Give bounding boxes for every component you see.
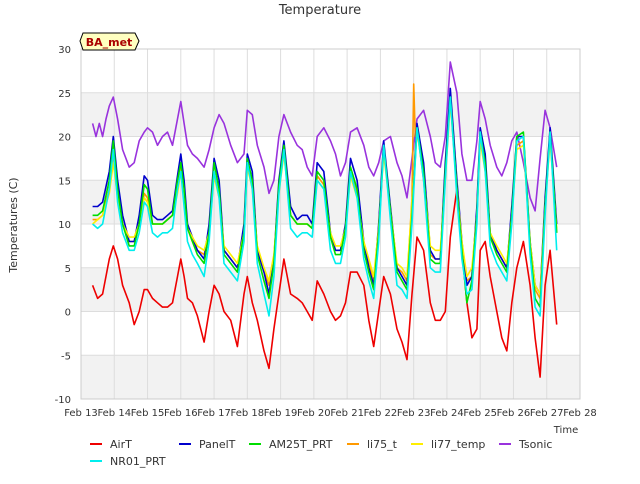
legend-item-tsonic: Tsonic bbox=[499, 438, 552, 451]
plot-band bbox=[81, 267, 580, 312]
site-label: BA_met bbox=[86, 36, 133, 49]
x-axis-ticks: Feb 13 Feb 14 Feb 15 Feb 16 Feb 17 Feb 18 Feb … bbox=[64, 408, 597, 419]
legend-item-airt: AirT bbox=[90, 438, 132, 451]
legend-label: NR01_PRT bbox=[110, 455, 166, 468]
y-tick-label: 15 bbox=[58, 176, 71, 187]
y-tick-label: 25 bbox=[58, 89, 71, 100]
x-tick-label: Feb 19 bbox=[264, 408, 298, 419]
x-tick-label: Feb 24 bbox=[430, 408, 464, 419]
x-axis-label: Time bbox=[553, 425, 578, 436]
y-tick-label: 20 bbox=[58, 133, 71, 144]
x-tick-label: Feb 21 bbox=[330, 408, 364, 419]
plot-band bbox=[81, 180, 580, 224]
plot-band bbox=[81, 136, 580, 181]
x-tick-label: Feb 15 bbox=[131, 408, 165, 419]
y-axis-label: Temperatures (C) bbox=[7, 177, 20, 273]
x-tick-label: Feb 28 bbox=[563, 408, 597, 419]
legend-item-panelt: PanelT bbox=[179, 438, 236, 451]
chart-title: Temperature bbox=[278, 3, 361, 18]
legend: AirT PanelT AM25T_PRT li75_t li77_temp Tsonic… bbox=[90, 438, 552, 468]
y-tick-label: -10 bbox=[55, 395, 71, 406]
legend-label: AirT bbox=[110, 438, 132, 451]
legend-label: li75_t bbox=[367, 438, 398, 451]
legend-label: Tsonic bbox=[518, 438, 552, 451]
series-line-nr01-prt bbox=[92, 96, 558, 317]
legend-item-li75-t: li75_t bbox=[347, 438, 398, 451]
x-tick-label: Feb 26 bbox=[497, 408, 531, 419]
legend-item-nr01-prt: NR01_PRT bbox=[90, 455, 166, 468]
series-layer bbox=[91, 61, 558, 378]
x-tick-label: Feb 23 bbox=[397, 408, 431, 419]
legend-label: li77_temp bbox=[431, 438, 485, 451]
legend-label: AM25T_PRT bbox=[269, 438, 333, 451]
x-tick-label: Feb 17 bbox=[197, 408, 231, 419]
legend-item-li77-temp: li77_temp bbox=[411, 438, 485, 451]
series-line-airt bbox=[91, 188, 558, 378]
legend-label: PanelT bbox=[199, 438, 236, 451]
site-label-badge: BA_met bbox=[79, 32, 140, 51]
x-tick-label: Feb 16 bbox=[164, 408, 198, 419]
series-line-tsonic bbox=[91, 61, 558, 212]
plot-band bbox=[81, 92, 580, 137]
x-tick-label: Feb 18 bbox=[231, 408, 265, 419]
plot-area bbox=[80, 48, 581, 400]
plot-band bbox=[81, 311, 580, 356]
y-tick-label: 10 bbox=[58, 220, 71, 231]
plot-band bbox=[81, 355, 580, 399]
x-tick-label: Feb 13 bbox=[64, 408, 98, 419]
legend-item-am25t-prt: AM25T_PRT bbox=[249, 438, 333, 451]
y-tick-label: -5 bbox=[61, 351, 71, 362]
y-tick-label: 30 bbox=[58, 45, 71, 56]
x-tick-label: Feb 22 bbox=[364, 408, 398, 419]
x-tick-label: Feb 25 bbox=[463, 408, 497, 419]
x-tick-label: Feb 14 bbox=[97, 408, 131, 419]
y-tick-label: 5 bbox=[65, 264, 71, 275]
y-axis-ticks: -10 -5 0 5 10 15 20 25 30 bbox=[55, 45, 71, 406]
y-tick-label: 0 bbox=[65, 308, 71, 319]
x-tick-label: Feb 20 bbox=[297, 408, 331, 419]
x-tick-label: Feb 27 bbox=[530, 408, 564, 419]
plot-band bbox=[81, 49, 580, 93]
